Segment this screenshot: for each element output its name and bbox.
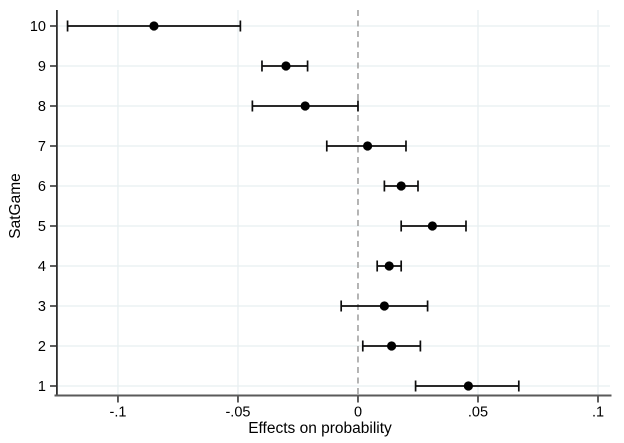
y-tick-label: 10 (30, 19, 46, 35)
y-tick-label: 5 (38, 219, 46, 235)
point-estimate-marker (281, 61, 291, 71)
y-tick-label: 1 (38, 379, 46, 395)
y-tick-label: 8 (38, 99, 46, 115)
point-estimate-marker (300, 101, 310, 111)
y-tick-label: 3 (38, 299, 46, 315)
y-tick-label: 7 (38, 139, 46, 155)
x-tick-label: 0 (354, 405, 362, 421)
point-estimate-marker (384, 261, 394, 271)
y-tick-label: 9 (38, 59, 46, 75)
x-tick-label: -.05 (225, 405, 250, 421)
y-axis-line (56, 10, 58, 396)
point-estimate-marker (386, 341, 397, 351)
point-estimate-marker (396, 181, 406, 191)
point-estimate-marker (149, 21, 159, 31)
x-tick-label: .1 (592, 405, 604, 421)
x-tick-label: -.1 (110, 405, 127, 421)
point-estimate-marker (463, 381, 473, 391)
y-axis-title: SatGame (7, 173, 24, 239)
y-tick-label: 4 (38, 259, 46, 275)
point-estimate-marker (427, 221, 437, 231)
x-axis-title: Effects on probability (248, 420, 392, 437)
y-tick-label: 2 (38, 339, 46, 355)
point-estimate-marker (379, 301, 389, 311)
x-axis-line (54, 394, 612, 397)
x-tick-label: .05 (468, 405, 488, 421)
y-tick-label: 6 (38, 179, 46, 195)
point-estimate-marker (362, 141, 373, 151)
